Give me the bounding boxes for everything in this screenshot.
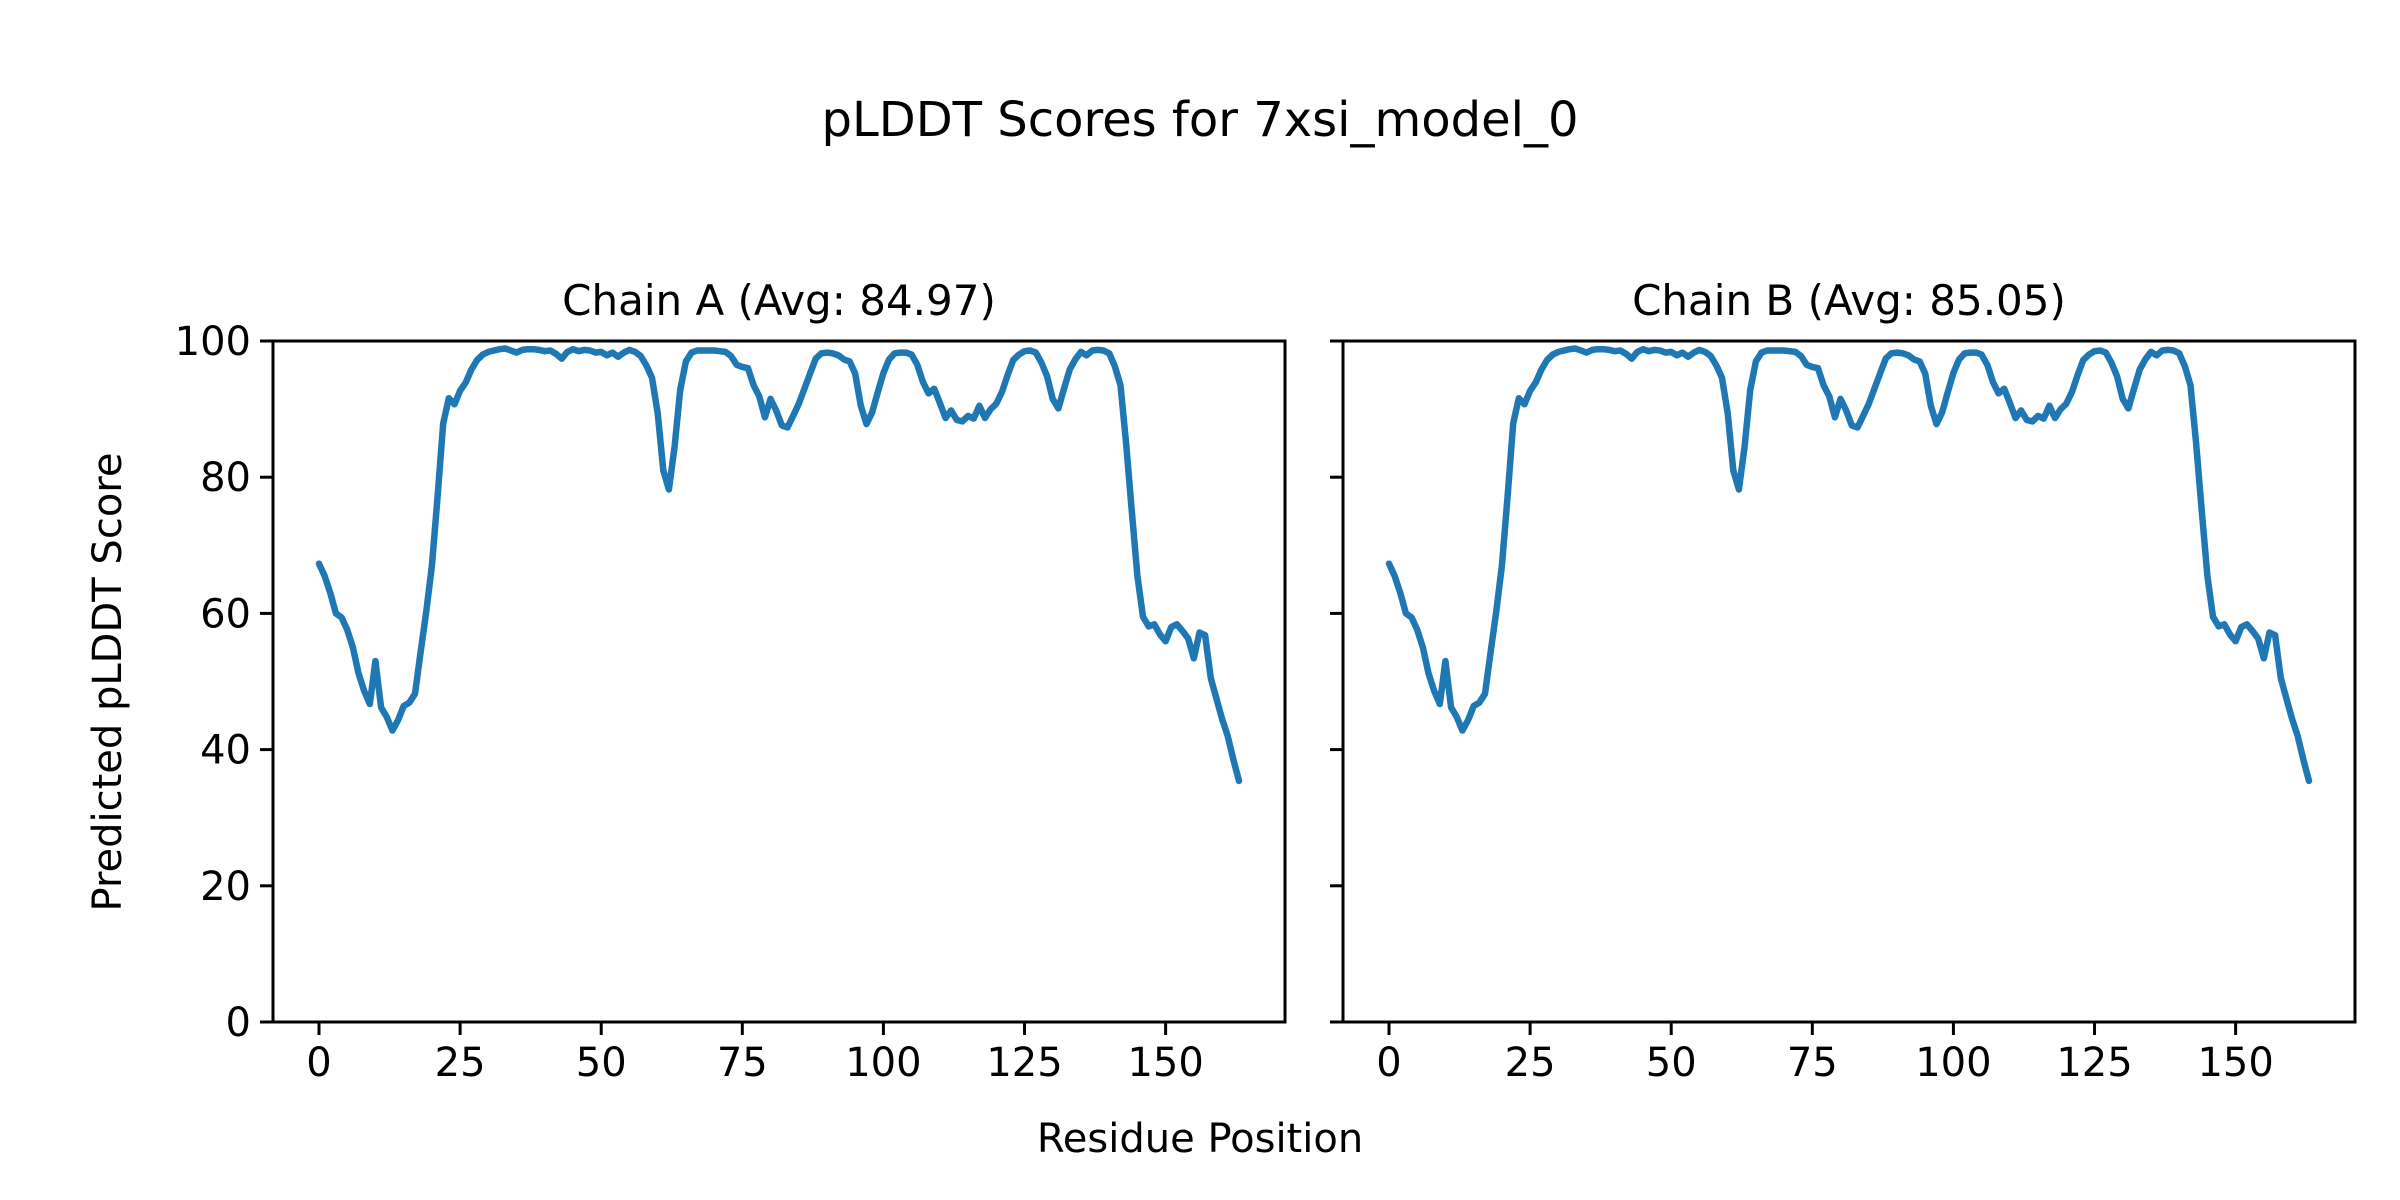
subplot-title-chain-b: Chain B (Avg: 85.05) xyxy=(1632,276,2066,325)
y-tick-label-chain-a: 100 xyxy=(175,319,251,365)
x-axis-label: Residue Position xyxy=(1036,1116,1364,1162)
x-tick-label-chain-a: 75 xyxy=(717,1040,768,1086)
x-tick-label-chain-b: 125 xyxy=(2056,1040,2132,1086)
x-tick-label-chain-b: 0 xyxy=(1376,1040,1401,1086)
figure-title: pLDDT Scores for 7xsi_model_0 xyxy=(821,92,1579,148)
x-tick-label-chain-b: 50 xyxy=(1646,1040,1697,1086)
x-tick-label-chain-a: 50 xyxy=(576,1040,627,1086)
plot-area-chain-a xyxy=(271,339,1287,1024)
x-tick-label-chain-b: 25 xyxy=(1505,1040,1556,1086)
x-tick-label-chain-b: 150 xyxy=(2197,1040,2273,1086)
x-tick-label-chain-a: 150 xyxy=(1127,1040,1203,1086)
y-tick-label-chain-a: 40 xyxy=(200,728,251,774)
y-tick-label-chain-a: 60 xyxy=(200,591,251,637)
x-tick-label-chain-a: 100 xyxy=(845,1040,921,1086)
plddt-line-chain-b xyxy=(1385,345,2313,785)
plot-area-chain-b xyxy=(1341,339,2357,1024)
subplot-title-chain-a: Chain A (Avg: 84.97) xyxy=(562,276,996,325)
x-tick-label-chain-b: 75 xyxy=(1787,1040,1838,1086)
x-tick-label-chain-a: 25 xyxy=(435,1040,486,1086)
y-tick-label-chain-a: 20 xyxy=(200,864,251,910)
y-tick-label-chain-a: 80 xyxy=(200,455,251,501)
x-tick-label-chain-a: 125 xyxy=(986,1040,1062,1086)
x-tick-label-chain-a: 0 xyxy=(306,1040,331,1086)
x-tick-label-chain-b: 100 xyxy=(1915,1040,1991,1086)
plddt-line-chain-a xyxy=(315,345,1243,785)
y-tick-label-chain-a: 0 xyxy=(226,1000,251,1046)
